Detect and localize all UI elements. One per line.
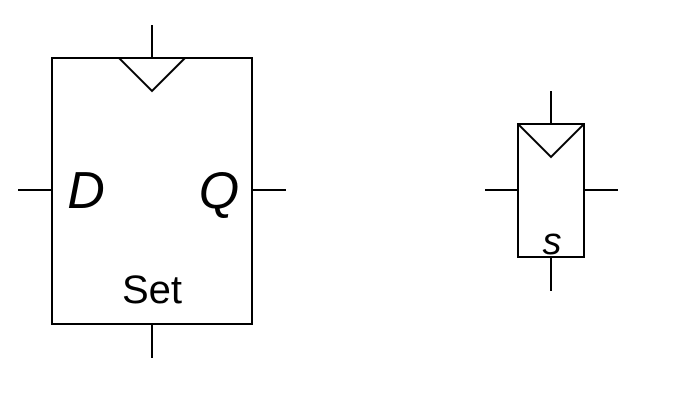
flipflop-large-clock-triangle <box>118 57 186 93</box>
flipflop-large: D Q Set <box>18 25 286 358</box>
flipflop-small-set-label: s <box>543 221 562 263</box>
flipflop-large-d-label: D <box>67 162 105 220</box>
flipflop-large-set-label: Set <box>122 268 182 312</box>
flipflop-large-q-label: Q <box>199 162 239 220</box>
flipflop-small-clock-triangle <box>517 123 585 159</box>
flipflop-small: s <box>485 91 618 291</box>
